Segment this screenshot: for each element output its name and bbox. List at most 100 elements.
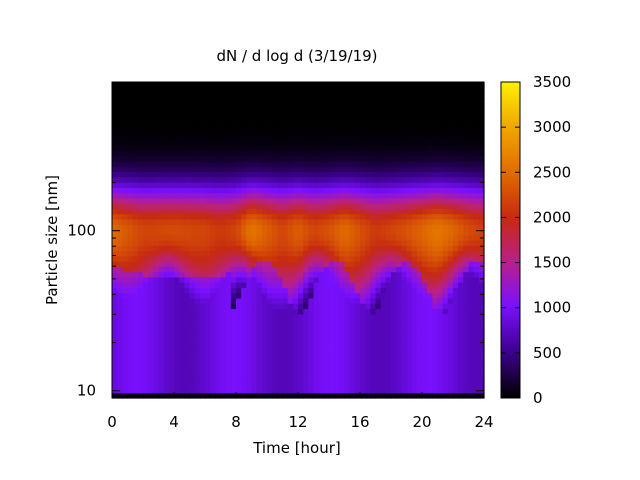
heatmap-cell [344, 87, 351, 94]
heatmap-cell [458, 340, 464, 346]
heatmap-cell [458, 97, 464, 104]
heatmap-cell [442, 197, 449, 204]
heatmap-cell [267, 355, 273, 362]
heatmap-cell [287, 350, 294, 357]
heatmap-cell [282, 161, 289, 167]
heatmap-cell [298, 308, 304, 315]
heatmap-cell [313, 376, 320, 383]
heatmap-cell [453, 176, 459, 183]
heatmap-cell [153, 187, 160, 194]
heatmap-cell [370, 345, 377, 352]
heatmap-cell [287, 303, 294, 310]
heatmap-cell [199, 166, 206, 173]
heatmap-cell [458, 150, 464, 157]
heatmap-cell [220, 313, 227, 320]
heatmap-cell [148, 208, 154, 215]
heatmap-cell [246, 376, 253, 383]
heatmap-cell [344, 218, 351, 225]
heatmap-cell [148, 192, 154, 199]
heatmap-cell [427, 113, 433, 120]
heatmap-cell [292, 139, 299, 146]
heatmap-cell [298, 245, 304, 252]
heatmap-cell [453, 387, 459, 394]
heatmap-cell [127, 182, 134, 188]
heatmap-cell [458, 129, 464, 136]
heatmap-cell [230, 392, 237, 399]
heatmap-cell [313, 134, 320, 141]
heatmap-cell [261, 355, 268, 362]
heatmap-cell [396, 92, 402, 99]
heatmap-cell [437, 308, 444, 315]
heatmap-cell [313, 92, 320, 99]
heatmap-cell [391, 366, 397, 373]
heatmap-cell [360, 82, 366, 88]
heatmap-cell [163, 271, 170, 278]
heatmap-cell [349, 355, 356, 362]
heatmap-cell [401, 103, 408, 109]
heatmap-cell [282, 287, 289, 294]
heatmap-cell [179, 308, 185, 315]
heatmap-cell [112, 308, 118, 315]
heatmap-cell [194, 197, 201, 204]
heatmap-cell [329, 361, 335, 367]
heatmap-cell [184, 108, 191, 115]
heatmap-cell [143, 166, 149, 173]
heatmap-cell [334, 250, 340, 257]
heatmap-cell [168, 208, 175, 215]
heatmap-cell [205, 176, 211, 183]
heatmap-cell [127, 118, 134, 125]
heatmap-cell [416, 319, 423, 325]
heatmap-cell [282, 245, 289, 252]
heatmap-cell [365, 334, 371, 341]
heatmap-cell [323, 240, 330, 246]
heatmap-cell [179, 261, 185, 267]
heatmap-cell [194, 113, 201, 120]
heatmap-cell [308, 282, 315, 288]
heatmap-cell [375, 118, 382, 125]
heatmap-cell [385, 155, 392, 162]
heatmap-cell [458, 313, 464, 320]
heatmap-cell [329, 345, 335, 352]
heatmap-cell [298, 176, 304, 183]
heatmap-cell [308, 145, 315, 152]
heatmap-cell [163, 92, 170, 99]
heatmap-cell [241, 250, 247, 257]
heatmap-cell [298, 234, 304, 241]
heatmap-cell [427, 218, 433, 225]
heatmap-cell [323, 171, 330, 178]
heatmap-cell [391, 97, 397, 104]
heatmap-cell [282, 197, 289, 204]
heatmap-cell [282, 171, 289, 178]
heatmap-cell [267, 213, 273, 220]
heatmap-cell [189, 308, 196, 315]
heatmap-cell [447, 213, 454, 220]
heatmap-cell [272, 208, 278, 215]
heatmap-cell [416, 355, 423, 362]
heatmap-cell [468, 150, 475, 157]
heatmap-cell [308, 261, 315, 267]
heatmap-cell [432, 282, 439, 288]
heatmap-cell [137, 324, 144, 331]
heatmap-cell [396, 82, 402, 88]
heatmap-cell [385, 255, 392, 262]
heatmap-cell [117, 319, 123, 325]
heatmap-cell [184, 376, 191, 383]
heatmap-cell [422, 213, 428, 220]
heatmap-cell [215, 245, 222, 252]
heatmap-cell [189, 329, 196, 336]
heatmap-cell [261, 308, 268, 315]
heatmap-cell [370, 166, 377, 173]
heatmap-cell [437, 155, 444, 162]
heatmap-cell [251, 97, 258, 104]
heatmap-cell [329, 324, 335, 331]
heatmap-cell [153, 282, 160, 288]
heatmap-cell [199, 366, 206, 373]
x-tick-label: 16 [350, 413, 369, 431]
heatmap-cell [194, 187, 201, 194]
heatmap-cell [391, 208, 397, 215]
heatmap-cell [199, 276, 206, 283]
colorbar-tick-label: 1500 [533, 254, 571, 272]
heatmap-cell [380, 261, 387, 267]
heatmap-cell [360, 334, 366, 341]
heatmap-cell [174, 371, 180, 378]
